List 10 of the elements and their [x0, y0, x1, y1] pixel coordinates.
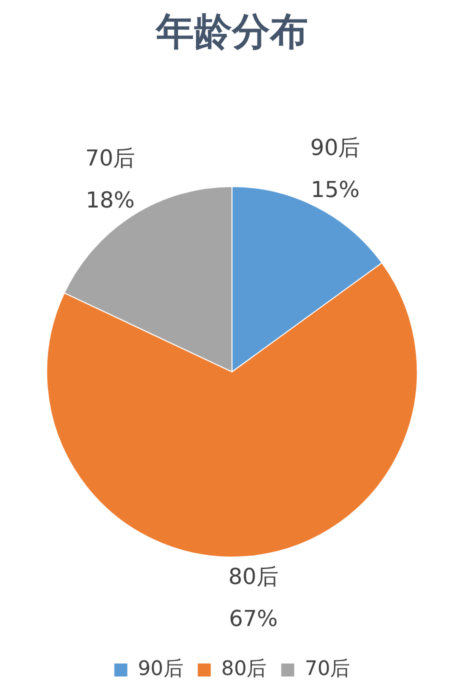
slice-label: 70后 — [85, 146, 136, 172]
data-label: 18% — [86, 188, 135, 214]
slice-label: 90后 — [310, 136, 360, 161]
legend-label: 90后 — [138, 656, 184, 680]
data-label: 67% — [228, 606, 278, 632]
legend-label: 80后 — [221, 656, 267, 680]
slice-label: 80后 — [228, 564, 278, 590]
data-label: 15% — [310, 178, 360, 203]
chart-title: 年龄分布 — [155, 10, 308, 54]
legend-label: 70后 — [304, 656, 350, 680]
